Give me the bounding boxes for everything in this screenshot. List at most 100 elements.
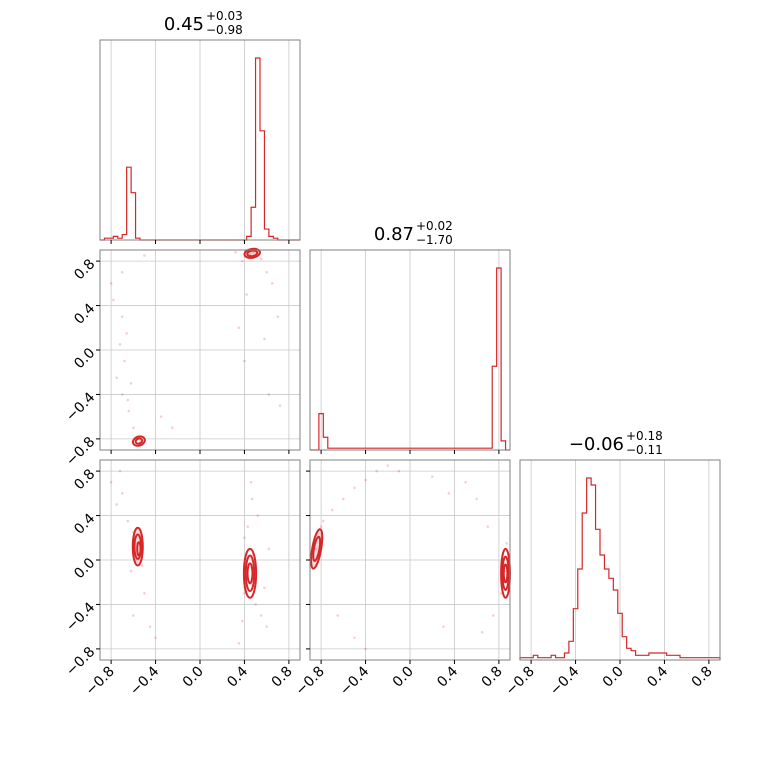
scatter-point xyxy=(364,478,367,482)
scatter-point xyxy=(118,469,122,473)
scatter-point xyxy=(132,426,135,430)
scatter-point xyxy=(243,359,246,363)
scatter-point xyxy=(240,259,244,263)
histogram-1 xyxy=(310,267,510,451)
scatter-point xyxy=(237,326,241,330)
scatter-point xyxy=(129,382,133,385)
contour-line xyxy=(243,247,261,259)
contour-line xyxy=(501,555,510,591)
scatter-point xyxy=(447,492,451,495)
scatter-point xyxy=(386,464,390,467)
panel-title-value: −0.06 xyxy=(569,434,624,455)
x-tick-label: −0.8 xyxy=(293,664,328,699)
scatter-point xyxy=(115,376,118,380)
scatter-point xyxy=(364,647,367,651)
scatter-point xyxy=(319,525,323,528)
x-tick-label: 0.0 xyxy=(180,664,207,691)
title-layer: 0.45 +0.03−0.98 0.87 +0.02−1.70 −0.06 +0.18−0… xyxy=(164,9,663,457)
x-tick-label: −0.4 xyxy=(127,663,162,698)
scatter-point xyxy=(267,393,271,396)
contour-line xyxy=(131,526,144,567)
scatter-point xyxy=(159,415,163,418)
scatter-point xyxy=(353,486,356,490)
scatter-point xyxy=(120,492,124,495)
scatter-point xyxy=(265,270,268,274)
scatter-point xyxy=(126,519,130,523)
scatter-point xyxy=(237,642,241,645)
histogram-2 xyxy=(519,477,721,660)
contour-line xyxy=(244,554,256,593)
contour-line xyxy=(134,437,144,445)
y-tick-label: 0.0 xyxy=(71,555,98,582)
x-tick-label: 0.0 xyxy=(600,664,627,691)
contour-line xyxy=(502,563,509,584)
scatter-point xyxy=(278,404,282,407)
scatter-point xyxy=(499,592,503,595)
scatter-point xyxy=(250,497,254,501)
scatter-point xyxy=(430,475,434,478)
scatter-point xyxy=(254,603,257,606)
scatter-point xyxy=(109,480,113,484)
x-tick-label: 0.8 xyxy=(479,664,506,691)
x-tick-label: −0.8 xyxy=(83,664,118,699)
x-tick-label: −0.4 xyxy=(337,663,372,698)
scatter-point xyxy=(140,564,144,567)
scatter-point xyxy=(120,315,124,318)
x-tick-label: −0.4 xyxy=(547,663,582,698)
scatter-point xyxy=(330,508,334,512)
y-tick-label: 0.4 xyxy=(71,301,98,328)
grid-layer xyxy=(100,40,710,660)
scatter-point xyxy=(259,614,263,617)
scatter-point xyxy=(336,614,340,617)
x-tick-label: 0.0 xyxy=(390,664,417,691)
contour-layer xyxy=(131,247,511,599)
scatter-point xyxy=(234,250,237,254)
scatter-point xyxy=(322,519,325,523)
scatter-point xyxy=(154,636,157,640)
contour-line xyxy=(136,541,142,557)
panel-title-plus: +0.18 xyxy=(626,429,663,443)
x-tick-label: 0.4 xyxy=(644,663,671,690)
scatter-point xyxy=(353,636,356,640)
contour-line xyxy=(246,249,259,258)
scatter-point xyxy=(464,480,467,484)
scatter-point xyxy=(246,525,250,528)
scatter-point xyxy=(243,536,246,540)
scatter-point xyxy=(256,514,260,517)
scatter-point xyxy=(112,298,115,302)
scatter-point xyxy=(397,469,401,473)
y-tick-label: −0.4 xyxy=(63,389,98,424)
y-tick-label: 0.8 xyxy=(71,256,98,283)
scatter-point xyxy=(480,630,484,634)
scatter-point xyxy=(138,439,142,443)
scatter-point xyxy=(127,409,131,413)
scatter-point xyxy=(245,293,248,296)
y-tick-label: 0.0 xyxy=(71,345,98,372)
panel-title-minus: −1.70 xyxy=(416,233,453,247)
scatter-point xyxy=(243,592,246,595)
y-tick-label: 0.4 xyxy=(71,511,98,538)
y-tick-label: −0.8 xyxy=(63,644,98,679)
scatter-point xyxy=(342,497,345,501)
scatter-point xyxy=(170,426,174,430)
x-tick-label: 0.4 xyxy=(434,663,461,690)
scatter-point xyxy=(263,337,266,341)
panel-title-minus: −0.98 xyxy=(206,23,243,37)
panel-title-minus: −0.11 xyxy=(626,443,663,457)
contour-line xyxy=(242,547,258,599)
scatter-point xyxy=(129,569,133,573)
panel-title-value: 0.45 xyxy=(164,14,204,35)
scatter-point xyxy=(276,315,280,318)
scatter-point xyxy=(505,542,508,545)
x-tick-label: 0.4 xyxy=(224,663,251,690)
scatter-point xyxy=(270,282,274,285)
panel-title-plus: +0.02 xyxy=(416,219,453,233)
panel-title-value: 0.87 xyxy=(374,224,414,245)
scatter-point xyxy=(126,398,130,402)
scatter-point xyxy=(252,250,255,254)
contour-line xyxy=(310,528,324,570)
contour-line xyxy=(131,435,146,447)
scatter-point xyxy=(118,343,122,346)
scatter-layer xyxy=(109,248,508,651)
